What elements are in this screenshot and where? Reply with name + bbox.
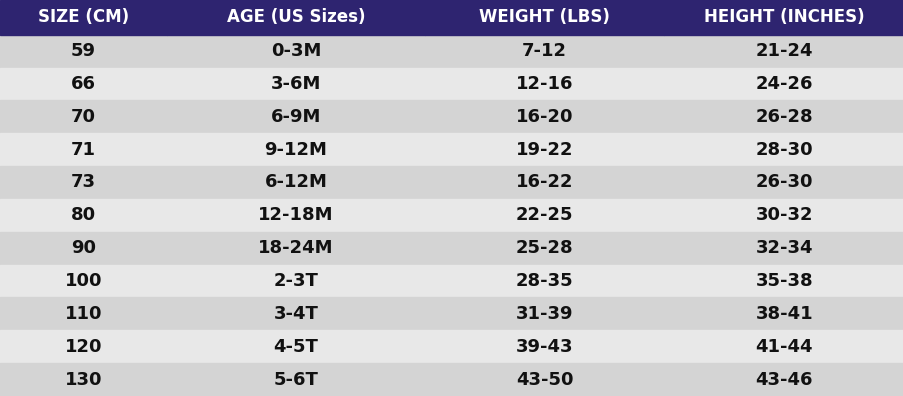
- Text: 5-6T: 5-6T: [274, 371, 318, 388]
- Text: 28-30: 28-30: [755, 141, 812, 159]
- Text: 43-46: 43-46: [755, 371, 812, 388]
- Bar: [167, 0, 424, 34]
- Text: 130: 130: [65, 371, 102, 388]
- Text: 110: 110: [65, 305, 102, 323]
- Text: HEIGHT (INCHES): HEIGHT (INCHES): [703, 8, 863, 26]
- Text: 100: 100: [65, 272, 102, 290]
- Text: 38-41: 38-41: [755, 305, 812, 323]
- Text: 16-22: 16-22: [516, 173, 573, 192]
- Text: 22-25: 22-25: [516, 206, 573, 224]
- Bar: [0, 34, 903, 67]
- Text: WEIGHT (LBS): WEIGHT (LBS): [479, 8, 610, 26]
- Text: 41-44: 41-44: [755, 338, 812, 356]
- Text: 24-26: 24-26: [755, 75, 812, 93]
- Text: 3-6M: 3-6M: [271, 75, 321, 93]
- Text: 66: 66: [71, 75, 96, 93]
- Text: 70: 70: [71, 108, 96, 126]
- Text: 39-43: 39-43: [516, 338, 573, 356]
- Text: 32-34: 32-34: [755, 239, 812, 257]
- Text: 80: 80: [71, 206, 96, 224]
- Bar: [664, 0, 903, 34]
- Bar: [0, 166, 903, 199]
- Text: 0-3M: 0-3M: [271, 42, 321, 60]
- Text: 120: 120: [65, 338, 102, 356]
- Bar: [0, 265, 903, 297]
- Text: 26-30: 26-30: [755, 173, 812, 192]
- Text: SIZE (CM): SIZE (CM): [38, 8, 129, 26]
- Bar: [0, 67, 903, 100]
- Bar: [0, 330, 903, 363]
- Bar: [0, 363, 903, 396]
- Text: 7-12: 7-12: [522, 42, 566, 60]
- Bar: [0, 232, 903, 265]
- Bar: [0, 0, 167, 34]
- Text: 3-4T: 3-4T: [274, 305, 318, 323]
- Text: 21-24: 21-24: [755, 42, 812, 60]
- Text: 30-32: 30-32: [755, 206, 812, 224]
- Bar: [424, 0, 664, 34]
- Text: 59: 59: [71, 42, 96, 60]
- Text: 31-39: 31-39: [516, 305, 573, 323]
- Bar: [0, 100, 903, 133]
- Bar: [0, 133, 903, 166]
- Text: 35-38: 35-38: [755, 272, 812, 290]
- Text: 28-35: 28-35: [516, 272, 573, 290]
- Text: 2-3T: 2-3T: [274, 272, 318, 290]
- Text: 18-24M: 18-24M: [258, 239, 333, 257]
- Text: 6-12M: 6-12M: [265, 173, 327, 192]
- Text: 9-12M: 9-12M: [265, 141, 327, 159]
- Text: 19-22: 19-22: [516, 141, 573, 159]
- Text: 16-20: 16-20: [516, 108, 573, 126]
- Text: 26-28: 26-28: [755, 108, 812, 126]
- Bar: [0, 297, 903, 330]
- Text: 43-50: 43-50: [516, 371, 573, 388]
- Text: AGE (US Sizes): AGE (US Sizes): [227, 8, 365, 26]
- Text: 25-28: 25-28: [516, 239, 573, 257]
- Text: 90: 90: [71, 239, 96, 257]
- Text: 12-18M: 12-18M: [258, 206, 333, 224]
- Text: 4-5T: 4-5T: [274, 338, 318, 356]
- Text: 71: 71: [71, 141, 96, 159]
- Text: 12-16: 12-16: [516, 75, 573, 93]
- Text: 6-9M: 6-9M: [271, 108, 321, 126]
- Text: 73: 73: [71, 173, 96, 192]
- Bar: [0, 199, 903, 232]
